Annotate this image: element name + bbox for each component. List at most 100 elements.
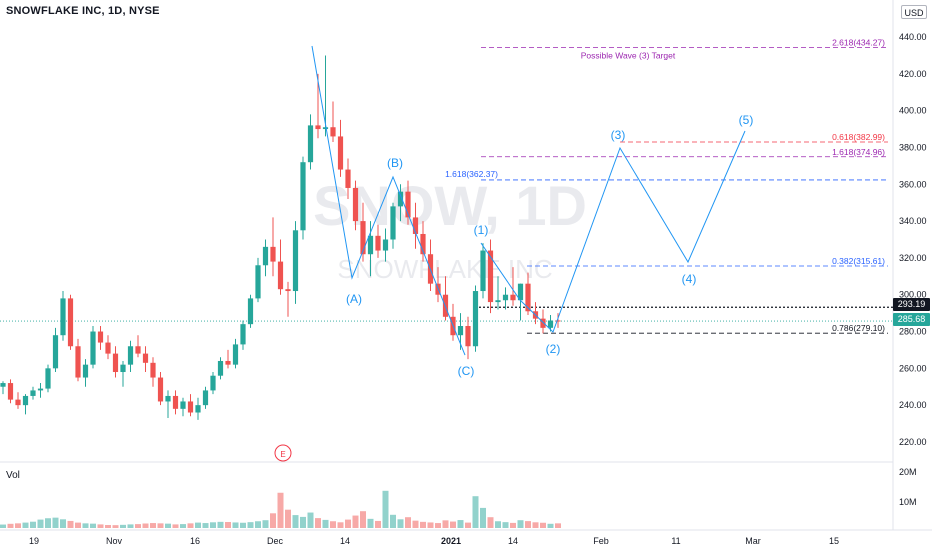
price-tick-label: 300.00 bbox=[899, 290, 927, 300]
earnings-icon[interactable] bbox=[274, 444, 292, 462]
candle-body bbox=[82, 364, 89, 378]
candle-body bbox=[487, 250, 494, 303]
price-tick-label: 360.00 bbox=[899, 179, 927, 189]
volume-bar bbox=[510, 522, 516, 528]
price-tick-label: 280.00 bbox=[899, 327, 927, 337]
volume-bar bbox=[412, 520, 419, 528]
volume-bar bbox=[0, 524, 6, 528]
volume-bar bbox=[22, 522, 29, 528]
candle-body bbox=[7, 383, 14, 400]
candle-body bbox=[135, 346, 141, 354]
elliott-wave-line bbox=[311, 45, 466, 356]
volume-bar bbox=[210, 522, 216, 528]
volume-bar bbox=[495, 521, 501, 528]
candle-body bbox=[517, 283, 524, 301]
candle-body bbox=[412, 217, 419, 234]
elliott-wave-line bbox=[480, 130, 746, 333]
wave-label: (4) bbox=[682, 272, 697, 286]
candle-body bbox=[30, 390, 36, 396]
volume-bar bbox=[390, 514, 396, 528]
volume-bar bbox=[315, 518, 321, 528]
fib-level-label: 0.786(279.10) bbox=[832, 323, 885, 333]
last-price-tag: 285.68 bbox=[893, 313, 930, 326]
volume-bar bbox=[450, 521, 456, 528]
candle-body bbox=[150, 362, 156, 378]
volume-bar bbox=[270, 513, 276, 528]
currency-badge[interactable]: USD bbox=[901, 5, 927, 19]
volume-bar bbox=[67, 520, 74, 528]
volume-bar bbox=[202, 523, 209, 528]
volume-bar bbox=[150, 523, 156, 528]
time-tick-label: 11 bbox=[671, 536, 680, 546]
volume-bar bbox=[525, 521, 531, 528]
crosshair-price-tag: 293.19 bbox=[893, 298, 930, 311]
volume-bar bbox=[172, 524, 179, 528]
candle-body bbox=[375, 235, 381, 251]
candle-body bbox=[472, 291, 479, 347]
volume-bar bbox=[397, 519, 404, 528]
wave-label: (2) bbox=[546, 342, 561, 356]
candle-body bbox=[352, 187, 359, 222]
candle-body bbox=[0, 383, 6, 387]
time-tick-label: Mar bbox=[745, 536, 761, 546]
volume-bar bbox=[547, 523, 554, 528]
volume-bar bbox=[322, 519, 329, 528]
candle-body bbox=[52, 335, 59, 369]
time-tick-label: Nov bbox=[106, 536, 123, 546]
candle-body bbox=[225, 360, 231, 365]
volume-bar bbox=[330, 521, 336, 528]
candle-body bbox=[45, 368, 51, 389]
candle-body bbox=[232, 344, 239, 365]
candle-body bbox=[97, 331, 104, 343]
price-tick-label: 340.00 bbox=[899, 216, 927, 226]
volume-bar bbox=[405, 517, 411, 528]
volume-tick-label: 20M bbox=[899, 467, 917, 477]
candle-body bbox=[255, 265, 261, 299]
time-tick-label: Feb bbox=[593, 536, 609, 546]
volume-bar bbox=[285, 509, 291, 528]
volume-bar bbox=[292, 515, 299, 528]
candle-body bbox=[397, 191, 404, 207]
volume-bar bbox=[502, 522, 509, 528]
volume-bar bbox=[375, 520, 381, 528]
volume-bar bbox=[7, 523, 14, 528]
candle-body bbox=[540, 318, 546, 328]
volume-bar bbox=[120, 524, 126, 528]
volume-bar bbox=[30, 521, 36, 528]
time-tick-label: 19 bbox=[29, 536, 39, 546]
volume-bar bbox=[75, 522, 81, 528]
volume-bar bbox=[52, 517, 59, 528]
volume-bar bbox=[217, 521, 224, 528]
earnings-label: E bbox=[280, 450, 285, 459]
candle-body bbox=[300, 162, 306, 231]
candle-body bbox=[202, 390, 209, 406]
candle-body bbox=[165, 395, 171, 402]
volume-label[interactable]: Vol bbox=[6, 470, 20, 481]
volume-bar bbox=[360, 511, 366, 528]
candle-body bbox=[420, 233, 426, 255]
candle-body bbox=[112, 353, 119, 373]
candle-body bbox=[457, 326, 464, 336]
candle-body bbox=[330, 127, 336, 137]
candle-body bbox=[510, 294, 516, 301]
candle-body bbox=[90, 331, 96, 365]
candle-body bbox=[315, 125, 321, 130]
candle-body bbox=[382, 239, 389, 251]
symbol-title[interactable]: SNOWFLAKE INC, 1D, NYSE bbox=[6, 5, 160, 17]
volume-bar bbox=[465, 522, 471, 528]
candle-body bbox=[405, 191, 411, 218]
fib-level-label: 0.382(315.61) bbox=[832, 256, 885, 266]
candle-body bbox=[555, 320, 561, 322]
wave-label: (C) bbox=[458, 364, 475, 378]
candle-body bbox=[142, 353, 149, 363]
watermark-symbol: SNOW, 1D bbox=[313, 174, 587, 237]
wave-label: (1) bbox=[474, 223, 489, 237]
volume-bar bbox=[135, 524, 141, 528]
volume-bar bbox=[382, 490, 389, 528]
volume-bar bbox=[240, 522, 246, 528]
volume-bar bbox=[225, 522, 231, 528]
volume-bar bbox=[45, 518, 51, 528]
volume-bar bbox=[352, 515, 359, 528]
volume-bar bbox=[540, 522, 546, 528]
